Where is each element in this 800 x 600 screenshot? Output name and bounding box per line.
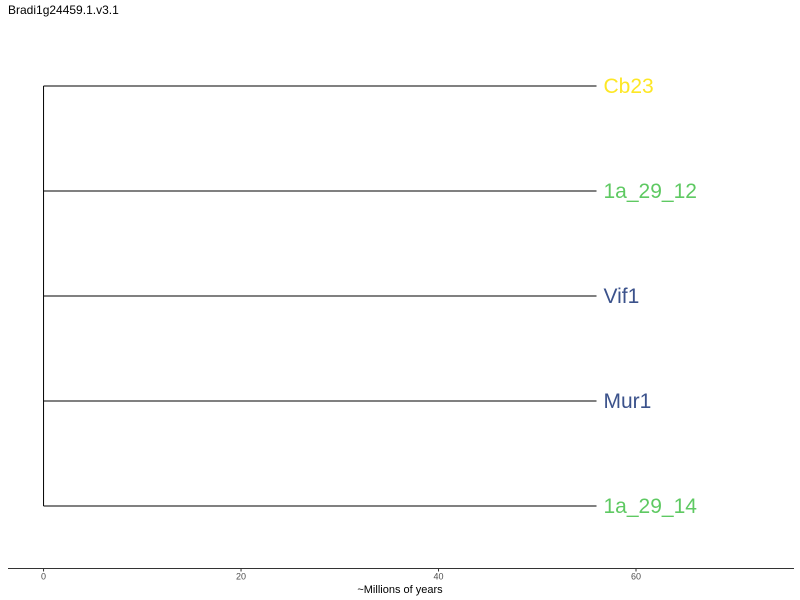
tip-label-1a_29_12: 1a_29_12 <box>604 180 697 203</box>
tip-label-Mur1: Mur1 <box>604 390 652 413</box>
tip-label-1a_29_14: 1a_29_14 <box>604 495 698 518</box>
tip-labels: Cb23 1a_29_12 Vif1 Mur1 1a_29_14 <box>604 75 698 518</box>
page-title: Bradi1g24459.1.v3.1 <box>8 3 119 17</box>
tip-label-Cb23: Cb23 <box>604 75 654 98</box>
x-tick-label: 60 <box>631 572 641 582</box>
x-tick-label: 40 <box>434 572 444 582</box>
x-axis-title: ~Millions of years <box>357 584 443 596</box>
x-tick-label: 0 <box>41 572 46 582</box>
tree-branches <box>43 85 597 507</box>
x-tick-label: 20 <box>236 572 246 582</box>
x-axis-ticks: 0 20 40 60 <box>41 568 641 582</box>
tip-label-Vif1: Vif1 <box>604 285 640 308</box>
